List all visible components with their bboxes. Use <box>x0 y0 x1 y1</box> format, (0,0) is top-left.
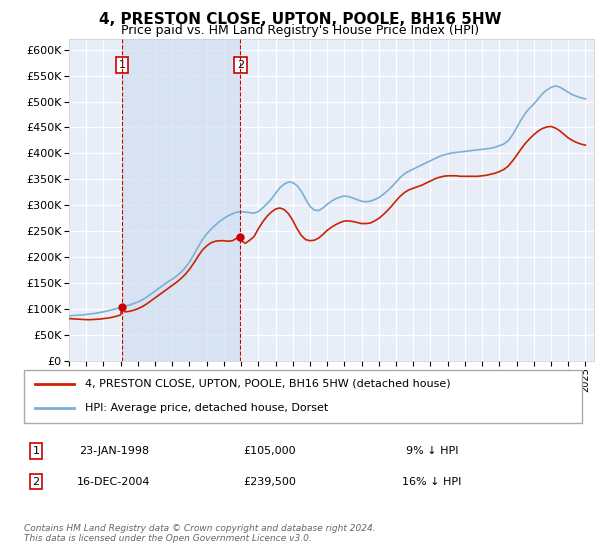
Text: Contains HM Land Registry data © Crown copyright and database right 2024.
This d: Contains HM Land Registry data © Crown c… <box>24 524 376 543</box>
Text: 16-DEC-2004: 16-DEC-2004 <box>77 477 151 487</box>
FancyBboxPatch shape <box>24 370 582 423</box>
Text: 2: 2 <box>237 60 244 70</box>
Text: 1: 1 <box>32 446 40 456</box>
Text: 4, PRESTON CLOSE, UPTON, POOLE, BH16 5HW (detached house): 4, PRESTON CLOSE, UPTON, POOLE, BH16 5HW… <box>85 379 451 389</box>
Text: 1: 1 <box>118 60 125 70</box>
Text: Price paid vs. HM Land Registry's House Price Index (HPI): Price paid vs. HM Land Registry's House … <box>121 24 479 36</box>
Text: £105,000: £105,000 <box>244 446 296 456</box>
Text: 16% ↓ HPI: 16% ↓ HPI <box>403 477 461 487</box>
Text: 23-JAN-1998: 23-JAN-1998 <box>79 446 149 456</box>
Text: HPI: Average price, detached house, Dorset: HPI: Average price, detached house, Dors… <box>85 403 329 413</box>
Text: £239,500: £239,500 <box>244 477 296 487</box>
Text: 4, PRESTON CLOSE, UPTON, POOLE, BH16 5HW: 4, PRESTON CLOSE, UPTON, POOLE, BH16 5HW <box>99 12 501 27</box>
Bar <box>122 39 241 361</box>
Text: 9% ↓ HPI: 9% ↓ HPI <box>406 446 458 456</box>
Text: 2: 2 <box>32 477 40 487</box>
